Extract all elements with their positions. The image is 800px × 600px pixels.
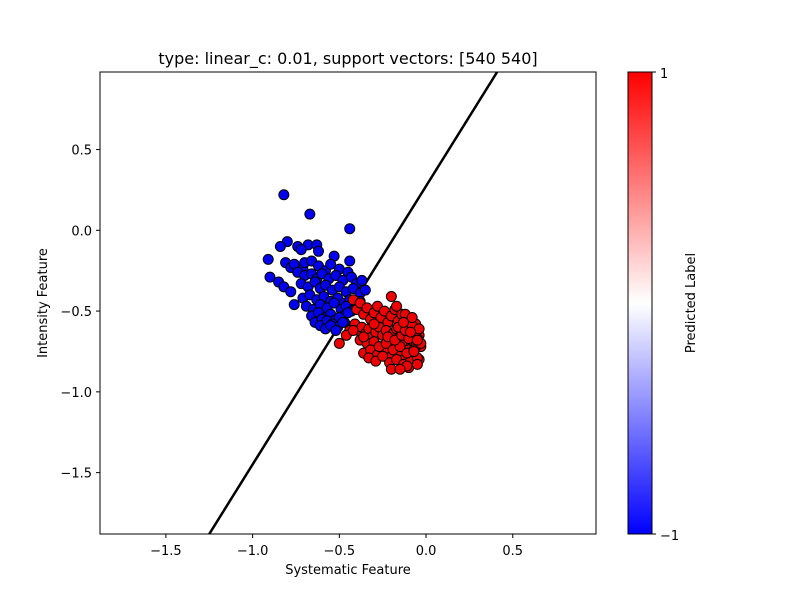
point-negative (359, 284, 371, 296)
point-positive (397, 316, 409, 328)
x-axis-ticks: −1.5 −1.0 −0.5 0.0 0.5 (150, 534, 523, 559)
point-negative (288, 299, 300, 311)
point-negative (278, 189, 290, 201)
point-negative (262, 253, 274, 265)
x-tick-label: −1.5 (150, 544, 182, 559)
point-positive (347, 324, 359, 336)
x-axis-label: Systematic Feature (285, 563, 411, 578)
point-negative (285, 286, 297, 298)
point-positive (394, 363, 406, 375)
x-tick-label: 0.0 (416, 544, 437, 559)
colorbar-tick-label-min: −1 (660, 529, 679, 544)
point-negative (325, 258, 337, 270)
plot-frame (99, 71, 597, 535)
point-negative (356, 274, 368, 286)
y-tick-label: 0.5 (71, 144, 92, 159)
y-tick-label: 0.0 (71, 224, 92, 239)
point-positive (358, 331, 370, 343)
point-positive (406, 312, 418, 324)
point-positive (404, 326, 416, 338)
point-positive (377, 350, 389, 362)
y-tick-label: −1.5 (60, 467, 92, 482)
x-tick-label: −0.5 (324, 544, 356, 559)
point-negative (264, 271, 276, 283)
y-axis-ticks: −1.5 −1.0 −0.5 0.0 0.5 (60, 144, 100, 482)
point-positive (368, 318, 380, 330)
point-negative (304, 208, 316, 220)
point-negative (328, 297, 340, 309)
point-positive (391, 300, 403, 312)
point-negative (330, 324, 342, 336)
point-negative (295, 244, 307, 256)
point-negative (313, 245, 325, 257)
colorbar (627, 71, 653, 535)
y-axis-label: Intensity Feature (36, 248, 51, 358)
colorbar-tick-label-max: 1 (660, 67, 668, 82)
scatter-points (262, 189, 427, 375)
x-tick-label: −1.0 (237, 544, 269, 559)
point-positive (385, 291, 397, 303)
point-negative (274, 240, 286, 252)
point-negative (344, 223, 356, 235)
point-positive (408, 345, 420, 357)
y-tick-label: −0.5 (60, 305, 92, 320)
point-positive (333, 337, 345, 349)
point-negative (344, 255, 356, 267)
colorbar-label: Predicted Label (684, 253, 699, 353)
point-positive (411, 358, 423, 370)
chart-title: type: linear_c: 0.01, support vectors: [… (158, 49, 537, 69)
point-positive (411, 334, 423, 346)
point-negative (337, 316, 349, 328)
x-tick-label: 0.5 (502, 544, 523, 559)
y-tick-label: −1.0 (60, 386, 92, 401)
